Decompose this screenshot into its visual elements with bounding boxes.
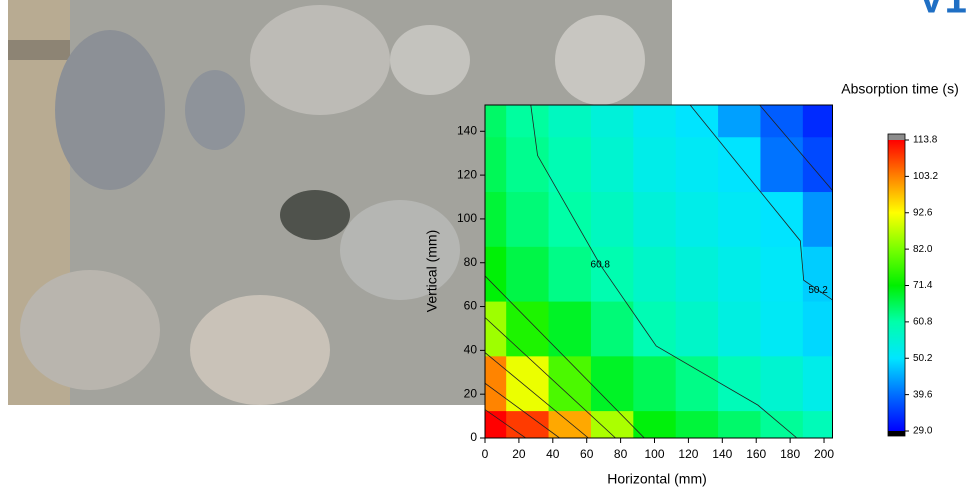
heat-cell xyxy=(718,411,761,439)
contour-label: 50.2 xyxy=(808,285,828,296)
colorbar-tick-label: 60.8 xyxy=(913,317,933,328)
heat-cell xyxy=(676,411,719,439)
y-tick-label: 140 xyxy=(457,123,477,137)
heat-cell xyxy=(506,246,549,301)
heat-cell xyxy=(718,105,761,137)
colorbar xyxy=(888,140,905,431)
heat-cell xyxy=(485,411,507,439)
y-tick-label: 0 xyxy=(470,430,477,444)
heat-cell xyxy=(549,301,592,356)
heat-cell xyxy=(591,301,634,356)
heat-cell xyxy=(633,192,676,247)
heat-cell xyxy=(633,105,676,137)
colorbar-label: Absorption time (s) xyxy=(841,81,958,97)
heat-cell xyxy=(633,301,676,356)
y-tick-label: 120 xyxy=(457,167,477,181)
x-tick-label: 80 xyxy=(614,447,628,461)
heat-cell xyxy=(676,246,719,301)
heat-cell xyxy=(506,105,549,137)
x-tick-label: 140 xyxy=(712,447,732,461)
heat-cell xyxy=(485,356,507,411)
x-axis-label: Horizontal (mm) xyxy=(607,471,707,487)
heat-cell xyxy=(591,105,634,137)
colorbar-over xyxy=(888,134,905,140)
heat-cell xyxy=(485,192,507,247)
heat-cell xyxy=(803,105,833,137)
heat-cell xyxy=(760,246,803,301)
x-tick-label: 200 xyxy=(814,447,834,461)
x-tick-label: 0 xyxy=(482,447,489,461)
colorbar-tick-label: 103.2 xyxy=(913,171,938,182)
colorbar-tick-label: 39.6 xyxy=(913,389,933,400)
heat-cell xyxy=(633,411,676,439)
chart: V1 Absorption time (s) Horizontal (mm) V… xyxy=(0,0,977,492)
heat-cell xyxy=(676,192,719,247)
colorbar-under xyxy=(888,431,905,436)
heat-cell xyxy=(485,105,507,137)
heat-cell xyxy=(718,192,761,247)
y-tick-label: 20 xyxy=(464,386,478,400)
heat-cell xyxy=(676,301,719,356)
heat-cell xyxy=(760,105,803,137)
heat-cell xyxy=(591,137,634,192)
heat-cell xyxy=(591,411,634,439)
heat-cell xyxy=(485,301,507,356)
y-tick-label: 40 xyxy=(464,343,478,357)
x-tick-label: 40 xyxy=(546,447,560,461)
heat-cell xyxy=(676,137,719,192)
heat-cell xyxy=(760,411,803,439)
heat-cell xyxy=(506,192,549,247)
x-tick-label: 60 xyxy=(580,447,594,461)
colorbar-tick-label: 92.6 xyxy=(913,207,933,218)
heat-cell xyxy=(549,246,592,301)
contour-label: 60.8 xyxy=(591,260,611,271)
heat-cell xyxy=(591,192,634,247)
heat-cell xyxy=(760,137,803,192)
heat-cell xyxy=(506,356,549,411)
heat-cell xyxy=(633,356,676,411)
colorbar-tick-label: 50.2 xyxy=(913,353,933,364)
heat-cell xyxy=(760,356,803,411)
heat-cell xyxy=(633,137,676,192)
y-tick-label: 60 xyxy=(464,299,478,313)
heat-cell xyxy=(760,301,803,356)
heat-cell xyxy=(718,301,761,356)
y-tick-label: 80 xyxy=(464,255,478,269)
y-axis-label: Vertical (mm) xyxy=(424,230,440,312)
heat-cell xyxy=(803,356,833,411)
colorbar-tick-label: 71.4 xyxy=(913,280,933,291)
x-tick-label: 20 xyxy=(512,447,526,461)
x-tick-label: 180 xyxy=(780,447,800,461)
colorbar-tick-label: 82.0 xyxy=(913,244,933,255)
title: V1 xyxy=(918,0,967,22)
heat-cell xyxy=(718,246,761,301)
heat-cell xyxy=(549,137,592,192)
x-tick-label: 100 xyxy=(644,447,664,461)
heat-cell xyxy=(718,137,761,192)
heat-cell xyxy=(803,192,833,247)
colorbar-tick-label: 29.0 xyxy=(913,426,933,437)
colorbar-tick-label: 113.8 xyxy=(913,135,938,146)
heat-cell xyxy=(506,301,549,356)
heat-cell xyxy=(803,137,833,192)
heat-cell xyxy=(591,246,634,301)
heat-cell xyxy=(803,411,833,439)
y-tick-label: 100 xyxy=(457,211,477,225)
x-tick-label: 160 xyxy=(746,447,766,461)
heat-cell xyxy=(591,356,634,411)
heat-cell xyxy=(549,356,592,411)
heat-cell xyxy=(676,356,719,411)
heat-cell xyxy=(485,246,507,301)
x-tick-label: 120 xyxy=(678,447,698,461)
heat-cell xyxy=(633,246,676,301)
heat-cell xyxy=(549,105,592,137)
heat-cell xyxy=(803,301,833,356)
heat-cell xyxy=(485,137,507,192)
